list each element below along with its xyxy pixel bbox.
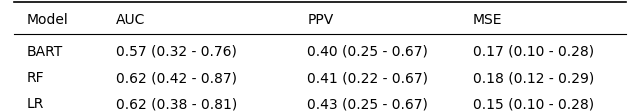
Text: 0.43 (0.25 - 0.67): 0.43 (0.25 - 0.67) xyxy=(307,96,428,110)
Text: AUC: AUC xyxy=(116,13,145,27)
Text: 0.18 (0.12 - 0.29): 0.18 (0.12 - 0.29) xyxy=(473,70,594,84)
Text: 0.62 (0.38 - 0.81): 0.62 (0.38 - 0.81) xyxy=(116,96,237,110)
Text: 0.17 (0.10 - 0.28): 0.17 (0.10 - 0.28) xyxy=(473,44,594,58)
Text: RF: RF xyxy=(27,70,45,84)
Text: 0.41 (0.22 - 0.67): 0.41 (0.22 - 0.67) xyxy=(307,70,428,84)
Text: Model: Model xyxy=(27,13,68,27)
Text: 0.57 (0.32 - 0.76): 0.57 (0.32 - 0.76) xyxy=(116,44,237,58)
Text: 0.15 (0.10 - 0.28): 0.15 (0.10 - 0.28) xyxy=(473,96,594,110)
Text: MSE: MSE xyxy=(473,13,502,27)
Text: 0.62 (0.42 - 0.87): 0.62 (0.42 - 0.87) xyxy=(116,70,237,84)
Text: BART: BART xyxy=(27,44,63,58)
Text: LR: LR xyxy=(27,96,44,110)
Text: PPV: PPV xyxy=(307,13,333,27)
Text: 0.40 (0.25 - 0.67): 0.40 (0.25 - 0.67) xyxy=(307,44,428,58)
